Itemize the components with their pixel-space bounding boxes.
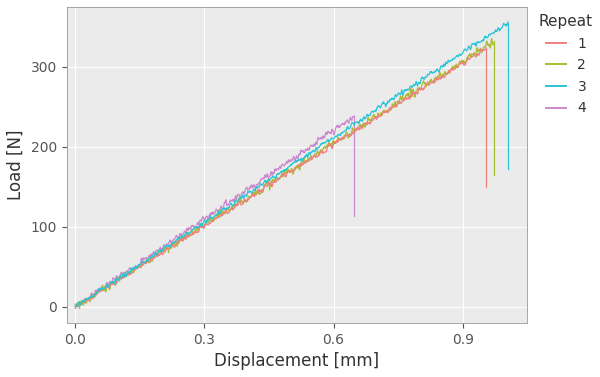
4 [350, 114, 358, 119]
3 [71, 305, 79, 310]
3 [268, 175, 275, 180]
1 [245, 197, 252, 201]
Line: 4: 4 [75, 116, 354, 307]
2 [458, 58, 465, 63]
1 [398, 101, 405, 106]
4 [266, 174, 273, 178]
Line: 3: 3 [75, 22, 508, 307]
4 [251, 183, 258, 187]
2 [490, 41, 497, 46]
2 [337, 138, 344, 142]
1 [259, 190, 266, 195]
Y-axis label: Load [N]: Load [N] [7, 130, 25, 200]
4 [270, 171, 277, 176]
1 [138, 264, 145, 268]
2 [416, 85, 423, 90]
3 [97, 286, 104, 291]
Line: 1: 1 [75, 48, 487, 308]
4 [211, 211, 218, 216]
3 [163, 243, 170, 247]
1 [483, 46, 490, 50]
Line: 2: 2 [75, 39, 494, 308]
4 [74, 304, 82, 309]
1 [373, 117, 380, 122]
1 [365, 121, 372, 126]
2 [299, 160, 306, 164]
3 [224, 205, 232, 210]
4 [71, 302, 79, 307]
1 [71, 306, 79, 311]
Legend: 1, 2, 3, 4: 1, 2, 3, 4 [539, 14, 593, 115]
3 [77, 303, 85, 307]
2 [76, 306, 83, 311]
2 [470, 52, 477, 57]
2 [488, 37, 495, 41]
4 [350, 114, 357, 119]
X-axis label: Displacement [mm]: Displacement [mm] [214, 352, 380, 370]
3 [505, 20, 512, 24]
4 [291, 158, 298, 162]
3 [173, 238, 180, 242]
2 [71, 303, 79, 308]
4 [146, 254, 154, 258]
2 [217, 213, 224, 217]
